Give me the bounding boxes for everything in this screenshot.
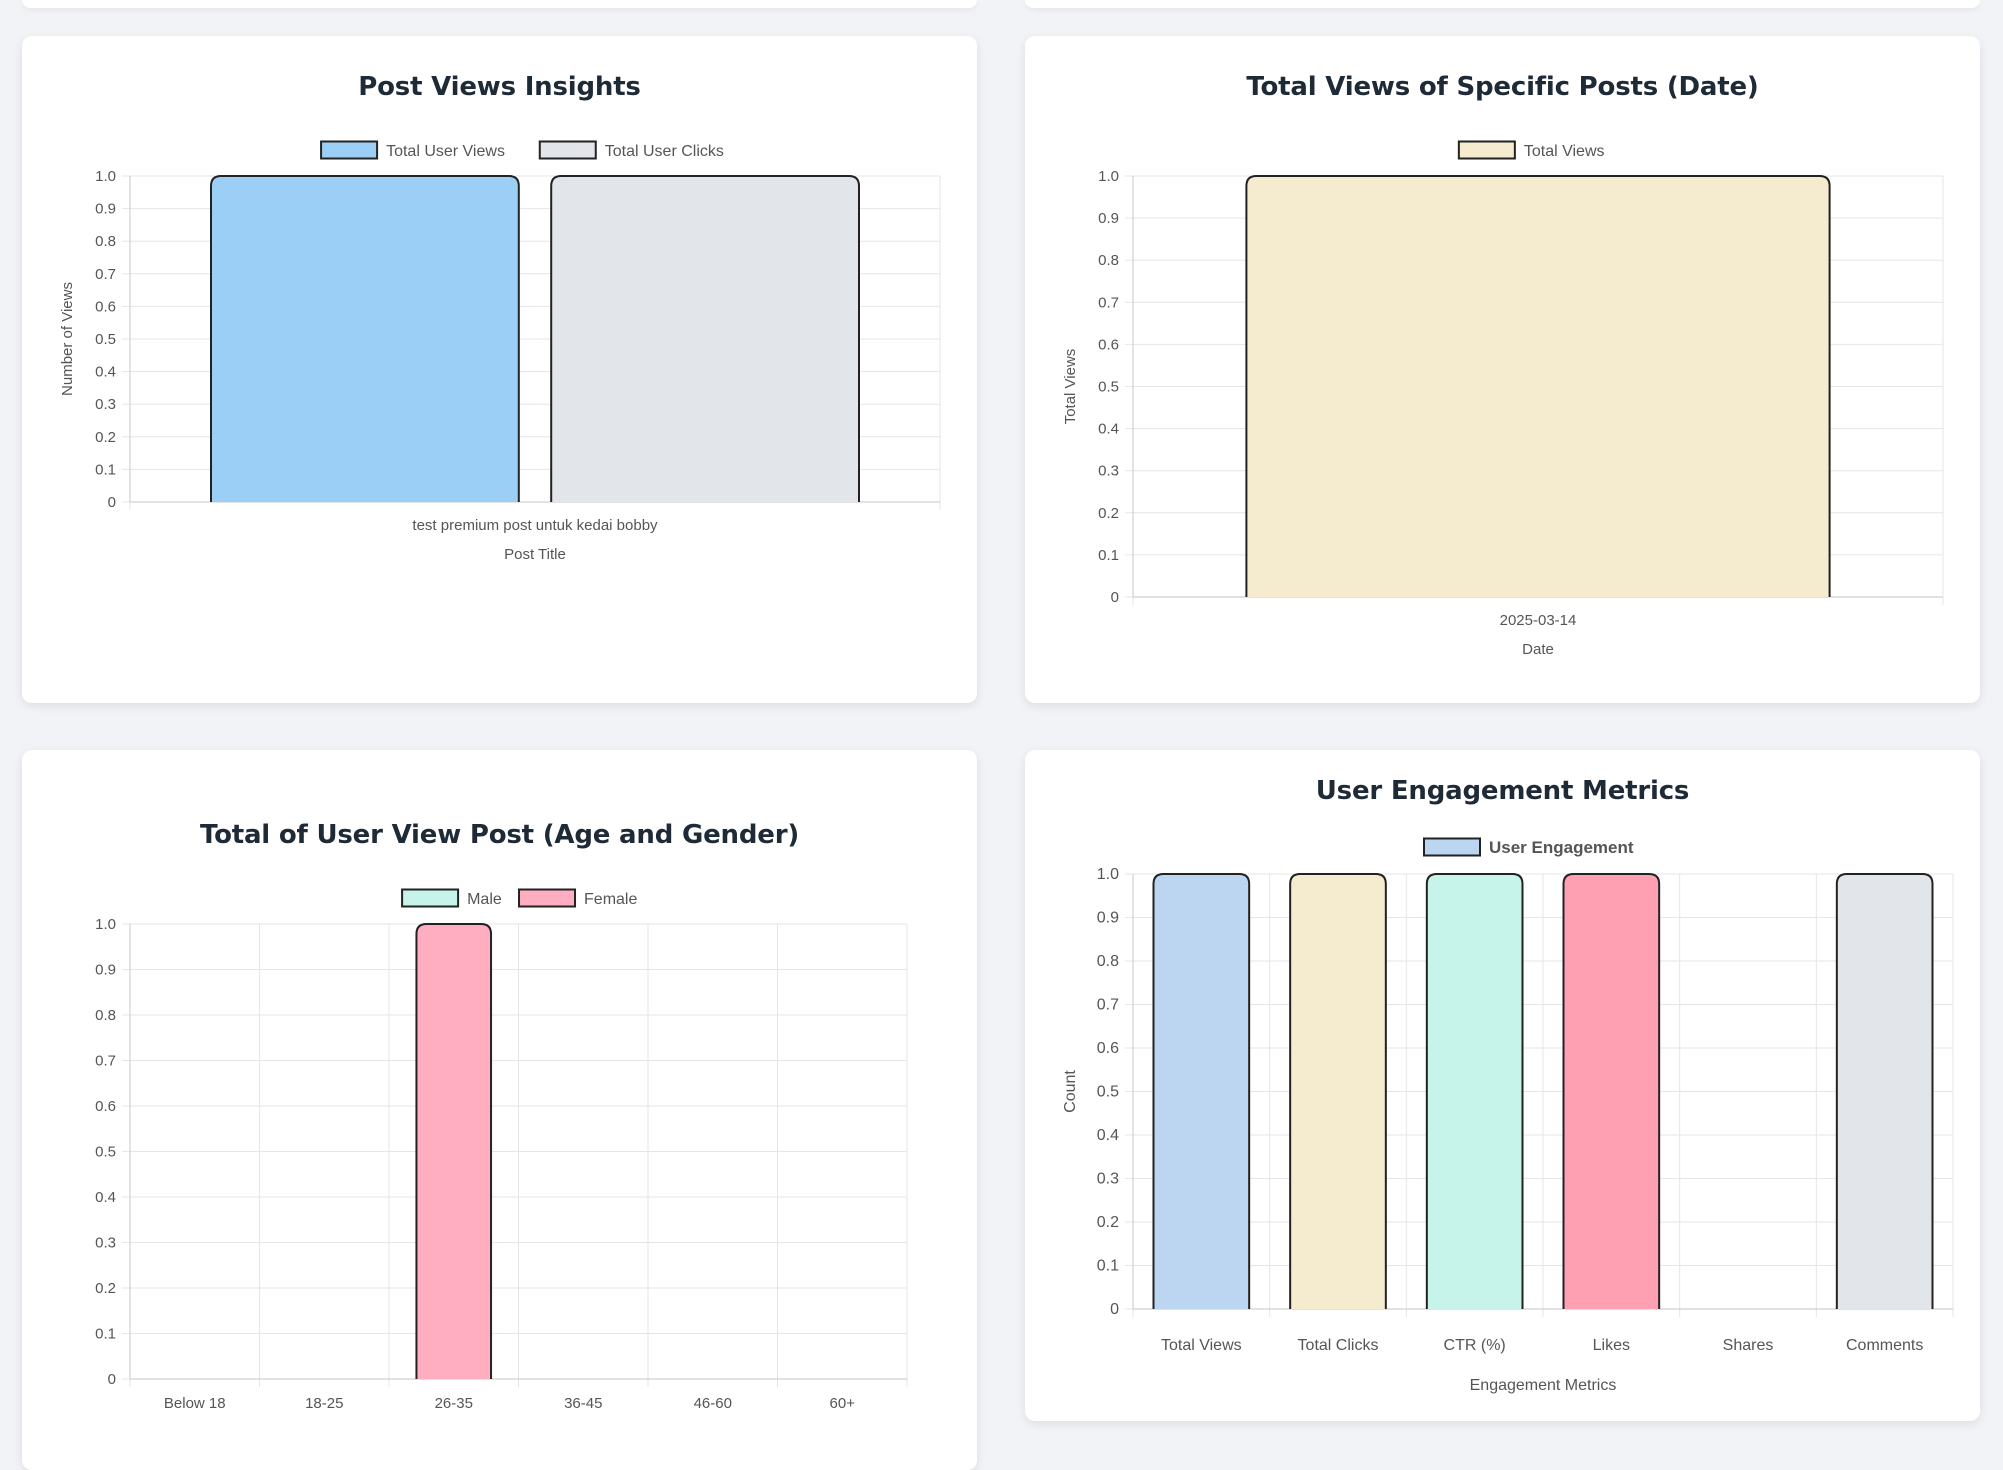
y-tick-label: 0.4 bbox=[1097, 1127, 1119, 1144]
legend-label: Female bbox=[584, 891, 637, 908]
y-tick-label: 0.1 bbox=[95, 1326, 116, 1343]
bar bbox=[1245, 175, 1831, 597]
y-tick-label: 0.5 bbox=[95, 331, 116, 348]
y-tick-label: 0.6 bbox=[1098, 336, 1119, 353]
x-tick-label: Comments bbox=[1846, 1337, 1923, 1354]
x-tick-label: test premium post untuk kedai bobby bbox=[412, 517, 658, 534]
y-tick-label: 0.7 bbox=[1098, 294, 1119, 311]
x-tick-label: 60+ bbox=[830, 1395, 856, 1412]
previous-card-edge-1 bbox=[22, 0, 977, 8]
x-tick-label: 2025-03-14 bbox=[1500, 612, 1577, 629]
y-tick-label: 0.1 bbox=[1097, 1258, 1119, 1275]
x-tick-label: Shares bbox=[1723, 1337, 1774, 1354]
y-tick-label: 0.5 bbox=[1097, 1084, 1119, 1101]
y-tick-label: 1.0 bbox=[1098, 168, 1119, 185]
y-axis-title: Count bbox=[1062, 1070, 1079, 1113]
y-tick-label: 0.7 bbox=[1097, 997, 1119, 1014]
y-tick-label: 0 bbox=[108, 494, 116, 511]
legend-swatch bbox=[538, 140, 597, 160]
chart-title: Total of User View Post (Age and Gender) bbox=[199, 820, 799, 850]
y-tick-label: 0 bbox=[108, 1371, 116, 1388]
y-tick-label: 0.8 bbox=[95, 233, 116, 250]
y-tick-label: 0.2 bbox=[1097, 1214, 1119, 1231]
x-axis-title: Post Title bbox=[504, 546, 566, 563]
x-tick-label: 26-35 bbox=[435, 1395, 473, 1412]
y-tick-label: 0.8 bbox=[1098, 252, 1119, 269]
legend-label: Total User Clicks bbox=[605, 143, 724, 160]
bar bbox=[1152, 873, 1251, 1309]
views-by-date-chart: 0 0.1 0.2 0.3 0.4 0.5 0.6 0.7 0.8 0.9 1.0 2025-03-1… bbox=[1062, 140, 1944, 658]
y-tick-label: 0.8 bbox=[95, 1007, 116, 1024]
legend-swatch bbox=[518, 888, 577, 908]
y-tick-label: 0.7 bbox=[95, 1053, 116, 1070]
y-tick-label: 0.9 bbox=[1098, 210, 1119, 227]
y-tick-label: 0.3 bbox=[1097, 1171, 1119, 1188]
y-tick-label: 0.9 bbox=[1097, 910, 1119, 927]
x-tick-label: Likes bbox=[1593, 1337, 1630, 1354]
y-tick-label: 0.4 bbox=[95, 1189, 116, 1206]
age-gender-card: Total of User View Post (Age and Gender)… bbox=[22, 750, 977, 1470]
chart-title: Post Views Insights bbox=[358, 72, 641, 102]
y-tick-label: 0.3 bbox=[1098, 463, 1119, 480]
y-tick-label: 0.9 bbox=[95, 201, 116, 218]
y-tick-label: 0.1 bbox=[95, 461, 116, 478]
x-tick-label: Total Clicks bbox=[1298, 1337, 1379, 1354]
post-views-chart: 0 0.1 0.2 0.3 0.4 0.5 0.6 0.7 0.8 0.9 1.0 test prem… bbox=[59, 140, 941, 563]
legend-swatch bbox=[1423, 837, 1481, 857]
y-tick-label: 0.8 bbox=[1097, 953, 1119, 970]
engagement-chart: 0 0.1 0.2 0.3 0.4 0.5 0.6 0.7 0.8 0.9 1.0 Total Vie… bbox=[1062, 837, 1954, 1394]
y-tick-label: 0 bbox=[1111, 589, 1119, 606]
bar bbox=[1289, 873, 1387, 1309]
bar bbox=[1562, 873, 1661, 1309]
legend-swatch bbox=[1457, 140, 1516, 160]
bar bbox=[210, 175, 520, 502]
x-tick-label: CTR (%) bbox=[1444, 1337, 1506, 1354]
age-gender-chart: 0 0.1 0.2 0.3 0.4 0.5 0.6 0.7 0.8 0.9 1.0 Below 18 1… bbox=[95, 888, 908, 1412]
y-tick-label: 0.4 bbox=[95, 364, 116, 381]
y-axis-title: Total Views bbox=[1062, 349, 1079, 425]
previous-card-edge-2 bbox=[1025, 0, 1980, 8]
y-tick-label: 1.0 bbox=[1097, 866, 1119, 883]
bar bbox=[1425, 873, 1524, 1309]
y-tick-label: 0.4 bbox=[1098, 421, 1119, 438]
y-tick-label: 0.9 bbox=[95, 962, 116, 979]
y-axis-title: Number of Views bbox=[59, 282, 76, 396]
post-views-card: Post Views Insights 0 0.1 0.2 0.3 0.4 0.5 0.6 0… bbox=[22, 36, 977, 703]
y-tick-label: 0.2 bbox=[1098, 505, 1119, 522]
y-tick-label: 0.6 bbox=[95, 1098, 116, 1115]
y-tick-label: 1.0 bbox=[95, 168, 116, 185]
legend-swatch bbox=[401, 888, 460, 908]
x-tick-label: 36-45 bbox=[564, 1395, 602, 1412]
x-axis-title: Date bbox=[1522, 641, 1554, 658]
legend-label: Male bbox=[467, 891, 502, 908]
x-tick-label: 18-25 bbox=[305, 1395, 343, 1412]
bar bbox=[415, 923, 493, 1379]
chart-title: Total Views of Specific Posts (Date) bbox=[1246, 72, 1759, 102]
y-tick-label: 0.1 bbox=[1098, 547, 1119, 564]
bar bbox=[1835, 873, 1934, 1309]
y-tick-label: 0.2 bbox=[95, 429, 116, 446]
chart-title: User Engagement Metrics bbox=[1315, 776, 1690, 806]
y-tick-label: 1.0 bbox=[95, 916, 116, 933]
y-tick-label: 0.5 bbox=[1098, 379, 1119, 396]
y-tick-label: 0.3 bbox=[95, 396, 116, 413]
engagement-card: User Engagement Metrics 0 0.1 0.2 0.3 0.4 0.5… bbox=[1025, 750, 1980, 1421]
views-by-date-card: Total Views of Specific Posts (Date) 0 0.… bbox=[1025, 36, 1980, 703]
legend-swatch bbox=[320, 140, 379, 160]
bar bbox=[550, 175, 860, 502]
x-tick-label: 46-60 bbox=[694, 1395, 732, 1412]
legend-label: Total Views bbox=[1524, 143, 1605, 160]
y-tick-label: 0.6 bbox=[95, 298, 116, 315]
y-tick-label: 0.2 bbox=[95, 1280, 116, 1297]
y-tick-label: 0.7 bbox=[95, 266, 116, 283]
x-tick-label: Total Views bbox=[1161, 1337, 1242, 1354]
legend-label: Total User Views bbox=[386, 143, 505, 160]
x-tick-label: Below 18 bbox=[164, 1395, 226, 1412]
legend-label: User Engagement bbox=[1489, 838, 1634, 857]
y-tick-label: 0.3 bbox=[95, 1235, 116, 1252]
y-tick-label: 0.5 bbox=[95, 1144, 116, 1161]
x-axis-title: Engagement Metrics bbox=[1470, 1377, 1617, 1394]
y-tick-label: 0.6 bbox=[1097, 1040, 1119, 1057]
y-tick-label: 0 bbox=[1110, 1301, 1119, 1318]
